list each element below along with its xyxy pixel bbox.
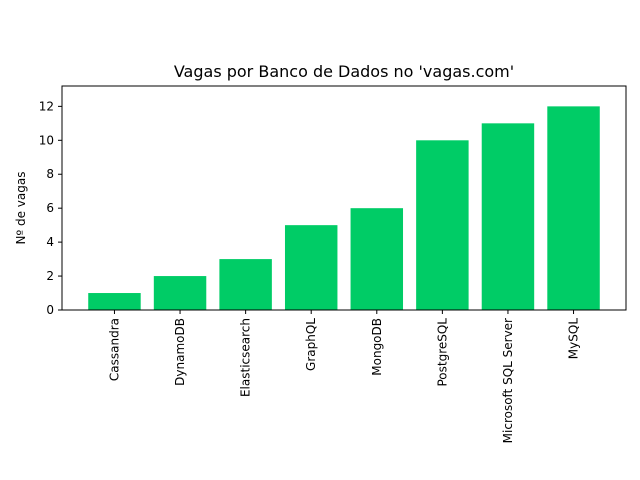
bar-mongodb: [350, 208, 404, 310]
x-tick-label: Elasticsearch: [239, 318, 253, 397]
x-tick-label: PostgreSQL: [435, 318, 449, 387]
y-tick-label: 4: [46, 235, 54, 249]
bar-graphql: [284, 225, 338, 310]
x-tick-label: MongoDB: [370, 318, 384, 376]
y-tick-label: 12: [39, 99, 54, 113]
x-tick-label: GraphQL: [304, 318, 318, 371]
x-tick-label: Cassandra: [107, 318, 121, 381]
y-axis-label: Nº de vagas: [14, 172, 28, 245]
bar-elasticsearch: [219, 259, 272, 310]
chart-title: Vagas por Banco de Dados no 'vagas.com': [174, 62, 514, 81]
bar-postgresql: [416, 140, 469, 310]
bar-mysql: [547, 106, 600, 310]
x-ticks-group: Cassandra DynamoDB Elasticsearch GraphQL Mon…: [107, 310, 581, 443]
y-tick-label: 8: [46, 167, 54, 181]
x-tick-label: DynamoDB: [173, 318, 187, 386]
plot-frame: [61, 85, 627, 311]
y-tick-label: 10: [39, 133, 54, 147]
bars-group: [88, 106, 600, 310]
bar-dynamodb: [153, 276, 207, 310]
x-tick-label: MySQL: [567, 318, 581, 360]
x-tick-label: Microsoft SQL Server: [501, 318, 515, 443]
bar-microsoft-sql-server: [481, 123, 535, 310]
y-ticks-group: 0 2 4 6 8 10 12: [39, 99, 62, 317]
bar-cassandra: [88, 293, 141, 310]
y-tick-label: 0: [46, 303, 54, 317]
y-tick-label: 6: [46, 201, 54, 215]
y-tick-label: 2: [46, 269, 54, 283]
